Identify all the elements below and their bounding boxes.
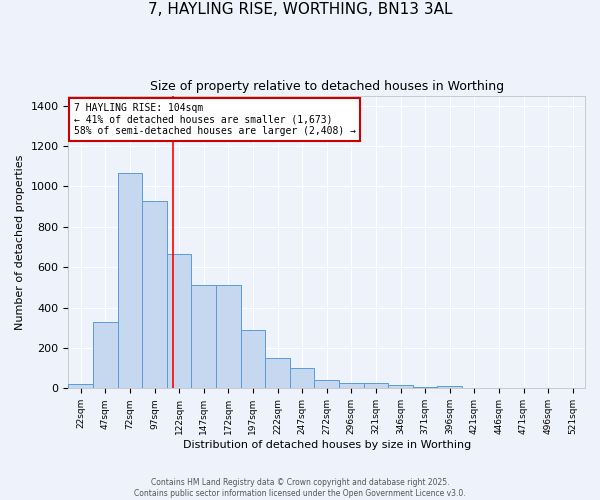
Bar xyxy=(167,254,191,388)
Text: 7, HAYLING RISE, WORTHING, BN13 3AL: 7, HAYLING RISE, WORTHING, BN13 3AL xyxy=(148,2,452,18)
Bar xyxy=(364,384,388,388)
Bar xyxy=(241,330,265,388)
Y-axis label: Number of detached properties: Number of detached properties xyxy=(15,154,25,330)
Bar xyxy=(68,384,93,388)
Bar xyxy=(388,386,413,388)
Bar xyxy=(118,174,142,388)
Bar xyxy=(339,384,364,388)
Bar xyxy=(290,368,314,388)
Bar xyxy=(314,380,339,388)
Bar xyxy=(142,200,167,388)
X-axis label: Distribution of detached houses by size in Worthing: Distribution of detached houses by size … xyxy=(182,440,471,450)
Bar xyxy=(216,286,241,389)
Text: 7 HAYLING RISE: 104sqm
← 41% of detached houses are smaller (1,673)
58% of semi-: 7 HAYLING RISE: 104sqm ← 41% of detached… xyxy=(74,103,356,136)
Text: Contains HM Land Registry data © Crown copyright and database right 2025.
Contai: Contains HM Land Registry data © Crown c… xyxy=(134,478,466,498)
Bar xyxy=(191,286,216,389)
Title: Size of property relative to detached houses in Worthing: Size of property relative to detached ho… xyxy=(149,80,504,93)
Bar xyxy=(265,358,290,388)
Bar xyxy=(437,386,462,388)
Bar xyxy=(93,322,118,388)
